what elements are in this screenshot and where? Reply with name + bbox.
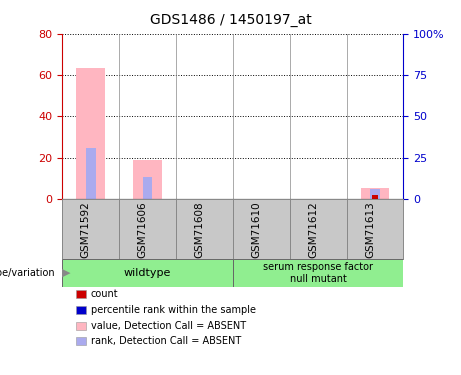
Text: percentile rank within the sample: percentile rank within the sample [91, 305, 256, 315]
Text: GSM71610: GSM71610 [251, 202, 261, 258]
Bar [142, 177, 153, 199]
Bar [233, 259, 403, 287]
Text: serum response factor
null mutant: serum response factor null mutant [263, 262, 373, 284]
Text: GSM71606: GSM71606 [137, 202, 148, 258]
Bar [372, 195, 378, 199]
Text: GSM71608: GSM71608 [195, 202, 204, 258]
Text: value, Detection Call = ABSENT: value, Detection Call = ABSENT [91, 321, 246, 331]
Bar [62, 259, 233, 287]
Text: GSM71592: GSM71592 [81, 202, 91, 258]
Text: count: count [91, 289, 118, 299]
Text: wildtype: wildtype [124, 268, 171, 278]
Text: genotype/variation: genotype/variation [0, 268, 55, 278]
Bar [370, 189, 380, 199]
Bar [133, 160, 162, 199]
Bar [361, 188, 389, 199]
Text: GDS1486 / 1450197_at: GDS1486 / 1450197_at [150, 13, 311, 27]
Bar [86, 148, 95, 199]
Text: GSM71612: GSM71612 [308, 202, 318, 258]
Text: rank, Detection Call = ABSENT: rank, Detection Call = ABSENT [91, 336, 241, 346]
Text: ▶: ▶ [62, 268, 71, 278]
Text: GSM71613: GSM71613 [365, 202, 375, 258]
Bar [77, 68, 105, 199]
